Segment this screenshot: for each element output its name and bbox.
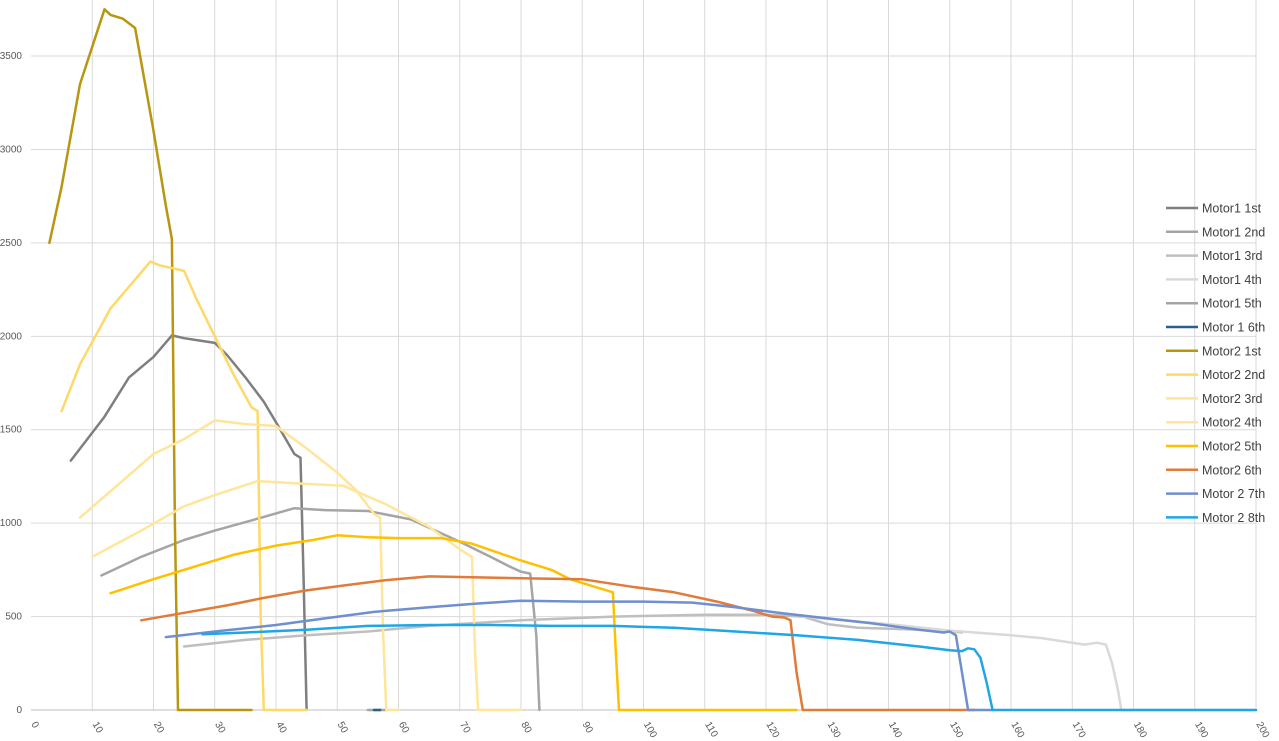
x-tick-label: 0 (28, 720, 41, 731)
x-tick-label: 110 (702, 720, 720, 740)
series-line-motor1-3rd (182, 613, 964, 648)
series-line-motor-2-7th (164, 599, 994, 712)
y-tick-label: 1500 (0, 425, 22, 436)
x-tick-label: 10 (90, 720, 105, 736)
y-tick-label: 1000 (0, 518, 22, 529)
series-line-motor2-1st (48, 8, 253, 712)
legend-entry-label: Motor1 4th (1202, 273, 1262, 287)
x-tick-label: 70 (457, 720, 472, 736)
x-tick-label: 180 (1131, 720, 1149, 740)
series-line-motor2-6th (140, 575, 976, 712)
x-tick-label: 140 (886, 720, 904, 740)
y-tick-label: 2000 (0, 331, 22, 342)
x-tick-label: 190 (1192, 720, 1210, 740)
x-tick-label: 160 (1008, 720, 1026, 740)
x-tick-label: 200 (1253, 720, 1271, 740)
legend-entry-label: Motor2 4th (1202, 416, 1262, 430)
y-tick-label: 0 (16, 705, 22, 716)
x-tick-label: 40 (273, 720, 288, 736)
series-line-motor2-5th (109, 534, 798, 712)
legend-entry-label: Motor 2 8th (1202, 511, 1265, 525)
grid-lines (31, 0, 1257, 710)
x-tick-label: 170 (1070, 720, 1088, 740)
x-tick-label: 60 (396, 720, 411, 736)
x-tick-label: 20 (151, 720, 166, 736)
legend-entry-label: Motor1 3rd (1202, 249, 1262, 263)
series-line-motor2-4th (91, 479, 523, 712)
legend-entry-label: Motor2 2nd (1202, 368, 1265, 382)
legend-entry-label: Motor2 6th (1202, 463, 1262, 477)
x-tick-label: 30 (212, 720, 227, 736)
x-tick-label: 130 (825, 720, 843, 740)
legend-entry-label: Motor 2 7th (1202, 487, 1265, 501)
series-line-motor2-2nd (60, 260, 308, 712)
legend-entry-label: Motor2 1st (1202, 344, 1262, 358)
legend-entry-label: Motor2 5th (1202, 440, 1262, 454)
series-line-motor-2-8th (201, 623, 1258, 712)
series-line-motor1-2nd (100, 506, 541, 712)
axis: 0 10 20 30 40 50 60 70 80 90 100 110 120 130 140 150 160… (0, 51, 1271, 740)
series-lines (48, 8, 1258, 712)
y-tick-label: 3000 (0, 144, 22, 155)
y-tick-label: 2500 (0, 238, 22, 249)
x-tick-label: 100 (641, 720, 659, 740)
y-tick-label: 500 (5, 612, 22, 623)
legend-entry-label: Motor1 1st (1202, 202, 1262, 216)
series-line-motor2-3rd (78, 419, 400, 712)
x-tick-label: 90 (580, 720, 595, 736)
x-tick-label: 120 (763, 720, 781, 740)
legend-entry-label: Motor1 2nd (1202, 225, 1265, 239)
y-tick-label: 3500 (0, 51, 22, 62)
legend-entry-label: Motor 1 6th (1202, 321, 1265, 335)
series-line-motor1-4th (801, 615, 1258, 712)
legend-entry-label: Motor2 3rd (1202, 392, 1262, 406)
x-tick-label: 150 (947, 720, 965, 740)
x-tick-label: 50 (335, 720, 350, 736)
x-tick-label: 80 (518, 720, 533, 736)
legend-entry-label: Motor1 5th (1202, 297, 1262, 311)
legend: Motor1 1st Motor1 2nd Motor1 3rd Motor1 4th… (1166, 202, 1265, 525)
